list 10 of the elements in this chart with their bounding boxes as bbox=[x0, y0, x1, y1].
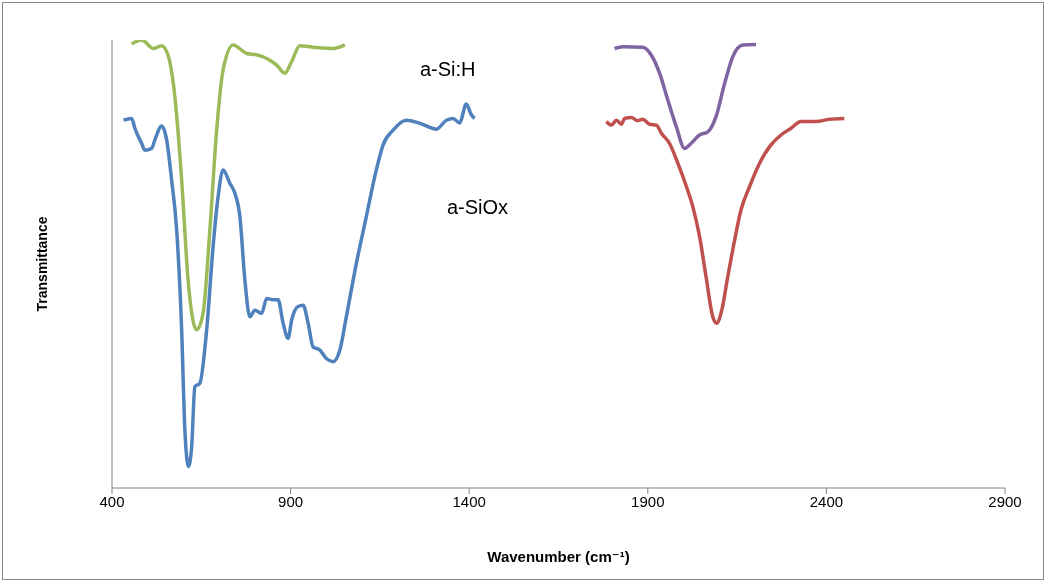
x-tick-label: 900 bbox=[278, 492, 304, 510]
x-tick-label: 1900 bbox=[631, 492, 665, 510]
x-tick-label: 400 bbox=[99, 492, 125, 510]
x-tick-label: 2400 bbox=[809, 492, 844, 510]
annotation: a-Si:H bbox=[420, 58, 476, 81]
annotation: a-SiOx bbox=[447, 196, 509, 219]
x-tick-label: 2900 bbox=[988, 492, 1022, 510]
x-axis-title: Wavenumber (cm⁻¹) bbox=[487, 548, 630, 565]
x-tick-label: 1400 bbox=[452, 492, 486, 510]
y-axis-title: Transmittance bbox=[33, 216, 50, 312]
